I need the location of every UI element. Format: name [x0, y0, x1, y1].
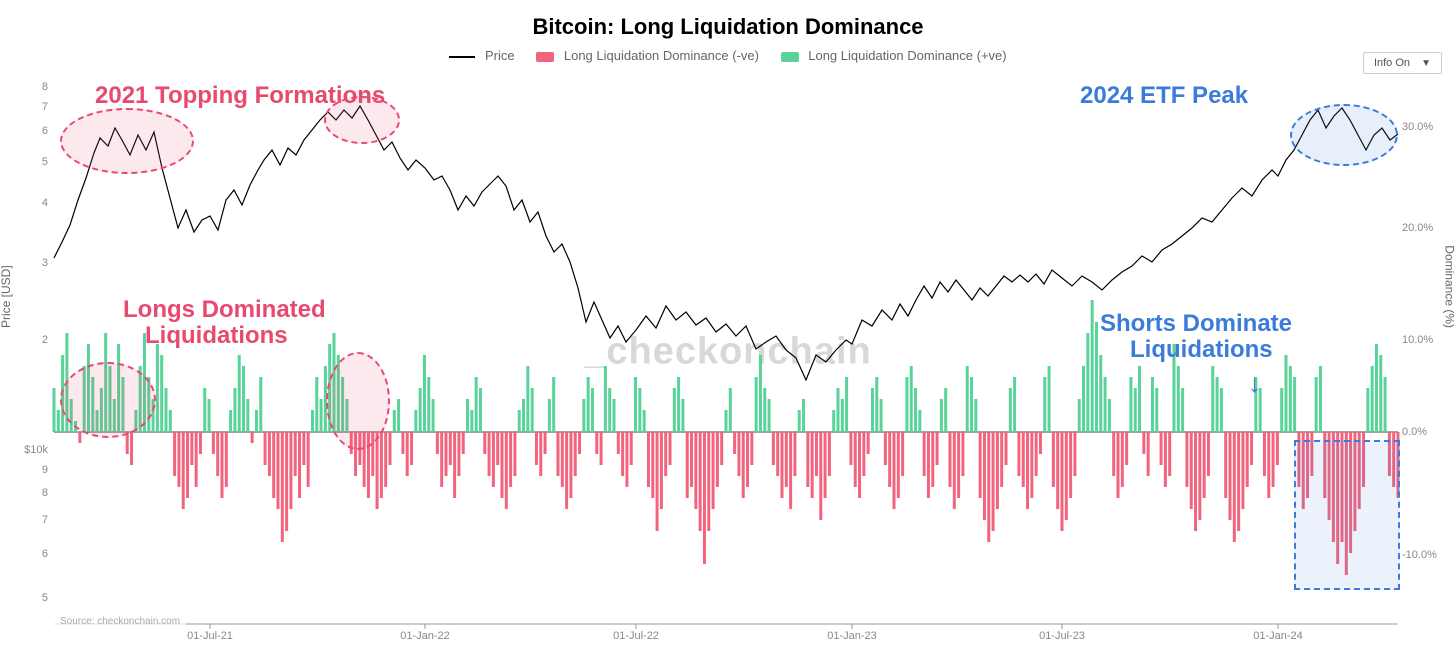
y-left-tick: 6 [10, 548, 48, 560]
y-left-tick: 2 [10, 334, 48, 346]
y-left-tick: 8 [10, 487, 48, 499]
y-left-tick: 5 [10, 592, 48, 604]
annotation-2024-etf: 2024 ETF Peak [1080, 82, 1248, 110]
y-left-tick: 3 [10, 257, 48, 269]
x-tick: 01-Jan-24 [1253, 630, 1303, 642]
x-tick: 01-Jan-22 [400, 630, 450, 642]
source-attribution: Source: checkonchain.com [54, 614, 186, 629]
y-left-tick: 9 [10, 464, 48, 476]
y-left-tick: 7 [10, 101, 48, 113]
y-left-tick: 5 [10, 156, 48, 168]
x-tick: 01-Jul-22 [613, 630, 659, 642]
annotation-2021-topping: 2021 Topping Formations [95, 82, 385, 110]
y-right-tick: 30.0% [1402, 121, 1452, 133]
annotation-shorts-dom-2: Liquidations [1130, 336, 1273, 364]
x-tick: 01-Jul-21 [187, 630, 233, 642]
annotation-longs-dom-1: Longs Dominated [123, 296, 326, 324]
annotation-longs-dom-2: Liquidations [145, 322, 288, 350]
y-left-tick: 6 [10, 125, 48, 137]
x-tick: 01-Jan-23 [827, 630, 877, 642]
y-left-tick: 4 [10, 197, 48, 209]
y-left-tick: 7 [10, 514, 48, 526]
y-right-tick: 20.0% [1402, 222, 1452, 234]
y-left-tick: $10k [10, 444, 48, 456]
y-right-tick: 0.0% [1402, 426, 1452, 438]
x-tick: 01-Jul-23 [1039, 630, 1085, 642]
y-right-tick: -10.0% [1402, 549, 1452, 561]
annotation-shorts-dom-1: Shorts Dominate [1100, 310, 1292, 338]
arrow-down-icon: ↓ [1248, 368, 1261, 399]
y-left-tick: 8 [10, 81, 48, 93]
y-right-tick: 10.0% [1402, 334, 1452, 346]
